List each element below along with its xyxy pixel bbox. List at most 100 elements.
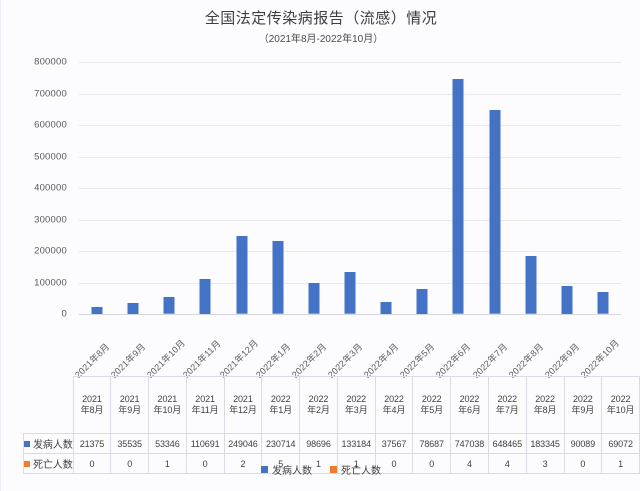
bar-cases[interactable]: [452, 78, 464, 314]
bar-cases[interactable]: [380, 302, 392, 314]
table-header-cell: 年3月: [336, 405, 376, 434]
bar-group[interactable]: [260, 62, 296, 314]
table-header-cell: 年12月: [223, 405, 263, 434]
bar-group[interactable]: [549, 62, 585, 314]
bar-deaths[interactable]: [163, 313, 175, 314]
bar-group[interactable]: [585, 62, 621, 314]
bar-deaths[interactable]: [236, 313, 248, 314]
y-axis-tick-label: 300000: [34, 214, 67, 225]
legend-swatch-icon: [261, 466, 268, 473]
bar-group[interactable]: [79, 62, 115, 314]
table-header-cell: 年8月: [525, 405, 565, 434]
bar-group[interactable]: [404, 62, 440, 314]
bar-deaths[interactable]: [597, 313, 609, 314]
table-header-cell: 2022: [525, 376, 565, 405]
bar-cases[interactable]: [127, 302, 139, 314]
bar-deaths[interactable]: [525, 313, 537, 314]
chart-legend: 发病人数 死亡人数: [1, 462, 640, 477]
table-header-cell: 年7月: [487, 405, 527, 434]
y-axis-tick-label: 500000: [34, 151, 67, 162]
table-header-cell: 2021: [185, 376, 225, 405]
gridline: [79, 219, 621, 221]
bar-group[interactable]: [332, 62, 368, 314]
table-header-cell: 年9月: [563, 405, 603, 434]
bar-cases[interactable]: [344, 272, 356, 314]
table-header-cell: 2021: [110, 376, 150, 405]
table-cell: 648465: [487, 433, 527, 454]
legend-label: 发病人数: [272, 466, 312, 477]
table-header-cell: 2021: [223, 376, 263, 405]
bar-group[interactable]: [440, 62, 476, 314]
table-row-label-text: 死亡人数: [33, 460, 73, 471]
bar-group[interactable]: [476, 62, 512, 314]
table-cell: 0: [185, 453, 225, 474]
gridline: [79, 93, 621, 95]
table-header-cell: 2022: [299, 376, 338, 405]
bar-cases[interactable]: [597, 292, 609, 314]
gridline: [79, 314, 621, 315]
bar-cases[interactable]: [91, 307, 103, 314]
table-header-cell: 2022: [601, 376, 640, 405]
bar-deaths[interactable]: [489, 313, 501, 314]
table-corner-cell: [24, 377, 74, 434]
table-header-cell: 2021: [72, 376, 112, 405]
table-header-cell: 年10月: [148, 405, 187, 434]
legend-swatch-icon: [330, 466, 337, 473]
y-axis-tick-label: 700000: [34, 88, 67, 99]
bar-cases[interactable]: [489, 109, 501, 314]
bar-cases[interactable]: [163, 297, 175, 314]
bar-group[interactable]: [296, 62, 332, 314]
table-cell: 110691: [185, 433, 225, 454]
grid-area: [79, 62, 621, 315]
bar-deaths[interactable]: [308, 313, 320, 314]
table-header-cell: 2022: [487, 376, 527, 405]
gridline: [79, 62, 621, 63]
bar-cases[interactable]: [199, 279, 211, 314]
table-cell: 0: [412, 453, 452, 474]
table-cell: 133184: [336, 433, 376, 454]
legend-item[interactable]: 死亡人数: [330, 462, 381, 477]
bar-cases[interactable]: [561, 285, 573, 314]
table-header-cell: 2022: [412, 376, 452, 405]
legend-item[interactable]: 发病人数: [261, 462, 312, 477]
bar-cases[interactable]: [272, 241, 284, 314]
series-swatch-icon: [24, 461, 30, 468]
y-axis-tick-label: 0: [61, 308, 67, 320]
table-header-cell: 2022: [336, 376, 376, 405]
gridline: [79, 251, 621, 252]
bar-deaths[interactable]: [344, 313, 356, 314]
table-header-cell: 2022: [450, 376, 489, 405]
x-axis: 2021年8月 2021年9月 2021年10月 2021年11月 2021年12月 20…: [73, 316, 621, 380]
bar-group[interactable]: [368, 62, 404, 314]
table-cell: 0: [110, 453, 150, 474]
bar-group[interactable]: [115, 62, 151, 314]
table-cell: 1: [601, 453, 640, 474]
table-header-cell: 年11月: [185, 405, 225, 434]
legend-label: 死亡人数: [341, 466, 381, 477]
gridline: [79, 125, 621, 126]
y-axis: 0 100000 200000 300000 400000 500000 600000 700…: [1, 57, 73, 320]
y-axis-tick-label: 600000: [34, 119, 67, 131]
bar-cases[interactable]: [236, 235, 248, 314]
bar-group[interactable]: [187, 62, 223, 314]
table-row: 发病人数 21375 35535 53346 110691 249046 230714 986…: [23, 433, 640, 454]
table-cell: 98696: [299, 433, 338, 454]
table-header-cell: 年9月: [110, 405, 150, 434]
table-row-label-text: 发病人数: [33, 440, 73, 451]
table-cell: 2: [223, 453, 263, 474]
bar-group[interactable]: [151, 62, 187, 314]
table-header-cell: 2022: [374, 376, 414, 405]
table-cell: 0: [72, 453, 112, 474]
gridline: [79, 188, 621, 189]
bar-cases[interactable]: [416, 289, 428, 314]
bar-cases[interactable]: [525, 256, 537, 314]
bar-group[interactable]: [513, 62, 549, 314]
table-header-cell: 年5月: [412, 405, 452, 434]
y-axis-tick-label: 800000: [34, 56, 67, 68]
bar-deaths[interactable]: [452, 313, 464, 314]
bar-group[interactable]: [224, 62, 260, 314]
table-cell: 78687: [412, 433, 452, 454]
series-swatch-icon: [24, 441, 30, 448]
bar-cases[interactable]: [308, 282, 320, 314]
bar-deaths[interactable]: [272, 313, 284, 314]
